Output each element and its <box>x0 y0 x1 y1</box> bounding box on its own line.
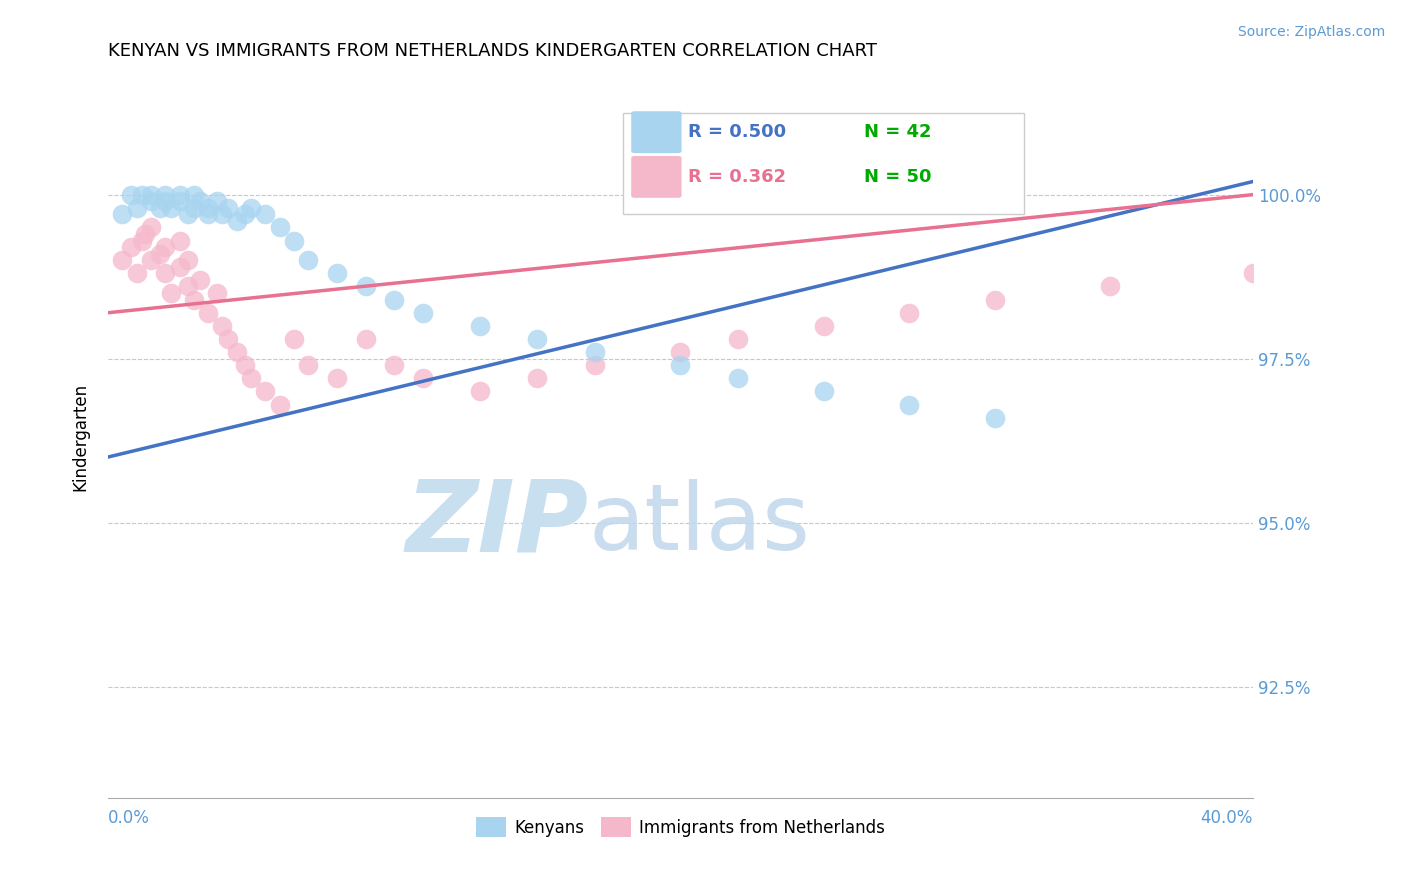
Point <box>283 332 305 346</box>
Point <box>898 306 921 320</box>
Point <box>211 207 233 221</box>
Point <box>898 398 921 412</box>
Point <box>583 358 606 372</box>
Point <box>139 187 162 202</box>
Point <box>169 187 191 202</box>
Point <box>197 306 219 320</box>
Text: N = 42: N = 42 <box>863 123 931 141</box>
Point <box>131 234 153 248</box>
Point <box>1241 266 1264 280</box>
Point <box>155 187 177 202</box>
Y-axis label: Kindergarten: Kindergarten <box>72 384 89 491</box>
Text: KENYAN VS IMMIGRANTS FROM NETHERLANDS KINDERGARTEN CORRELATION CHART: KENYAN VS IMMIGRANTS FROM NETHERLANDS KI… <box>108 42 877 60</box>
Point <box>326 371 349 385</box>
Legend: Kenyans, Immigrants from Netherlands: Kenyans, Immigrants from Netherlands <box>470 810 891 844</box>
Point <box>240 201 263 215</box>
Point <box>188 194 211 209</box>
Point <box>813 384 835 399</box>
Point <box>148 246 170 260</box>
Point <box>382 358 405 372</box>
Point <box>269 398 291 412</box>
Point <box>155 240 177 254</box>
Point <box>468 384 491 399</box>
Point <box>139 253 162 268</box>
Point <box>139 220 162 235</box>
Point <box>382 293 405 307</box>
Point <box>235 358 257 372</box>
Point <box>111 253 134 268</box>
Point <box>727 332 749 346</box>
Point <box>468 318 491 333</box>
Point <box>183 201 205 215</box>
Point <box>205 286 228 301</box>
Point <box>155 194 177 209</box>
Point <box>412 371 434 385</box>
Text: atlas: atlas <box>589 479 811 569</box>
Point <box>235 207 257 221</box>
Text: R = 0.500: R = 0.500 <box>689 123 786 141</box>
Point <box>125 266 148 280</box>
Point <box>169 234 191 248</box>
Point <box>120 240 142 254</box>
Point <box>669 358 692 372</box>
Point <box>197 207 219 221</box>
Point <box>1098 279 1121 293</box>
Point <box>269 220 291 235</box>
FancyBboxPatch shape <box>631 112 682 153</box>
Point <box>354 279 377 293</box>
Point <box>188 273 211 287</box>
Point <box>211 318 233 333</box>
Point <box>177 207 200 221</box>
Point <box>217 332 239 346</box>
Point <box>326 266 349 280</box>
Text: Source: ZipAtlas.com: Source: ZipAtlas.com <box>1237 25 1385 39</box>
Point <box>160 201 183 215</box>
Point <box>283 234 305 248</box>
Point <box>148 201 170 215</box>
Point <box>727 371 749 385</box>
Point <box>669 345 692 359</box>
Point <box>131 187 153 202</box>
Text: 40.0%: 40.0% <box>1201 809 1253 827</box>
Point <box>583 345 606 359</box>
Text: R = 0.362: R = 0.362 <box>689 168 786 186</box>
FancyBboxPatch shape <box>631 156 682 198</box>
Point <box>984 293 1007 307</box>
Point <box>155 266 177 280</box>
Point <box>813 318 835 333</box>
Point <box>217 201 239 215</box>
Point <box>254 384 277 399</box>
Point <box>297 358 319 372</box>
Point <box>177 279 200 293</box>
Point <box>120 187 142 202</box>
Point <box>984 410 1007 425</box>
Point <box>139 194 162 209</box>
Point <box>183 187 205 202</box>
Text: ZIP: ZIP <box>406 475 589 573</box>
Point <box>197 201 219 215</box>
Point <box>225 214 247 228</box>
Point <box>225 345 247 359</box>
Point <box>240 371 263 385</box>
Point <box>177 253 200 268</box>
Point <box>125 201 148 215</box>
Point <box>205 194 228 209</box>
Point <box>297 253 319 268</box>
Point <box>254 207 277 221</box>
Text: N = 50: N = 50 <box>863 168 931 186</box>
Point <box>169 260 191 274</box>
Point <box>412 306 434 320</box>
Point <box>354 332 377 346</box>
Point <box>160 286 183 301</box>
Point <box>183 293 205 307</box>
Point <box>134 227 156 241</box>
FancyBboxPatch shape <box>623 112 1024 214</box>
Point <box>169 194 191 209</box>
Point <box>111 207 134 221</box>
Point <box>526 332 548 346</box>
Point <box>526 371 548 385</box>
Text: 0.0%: 0.0% <box>108 809 150 827</box>
